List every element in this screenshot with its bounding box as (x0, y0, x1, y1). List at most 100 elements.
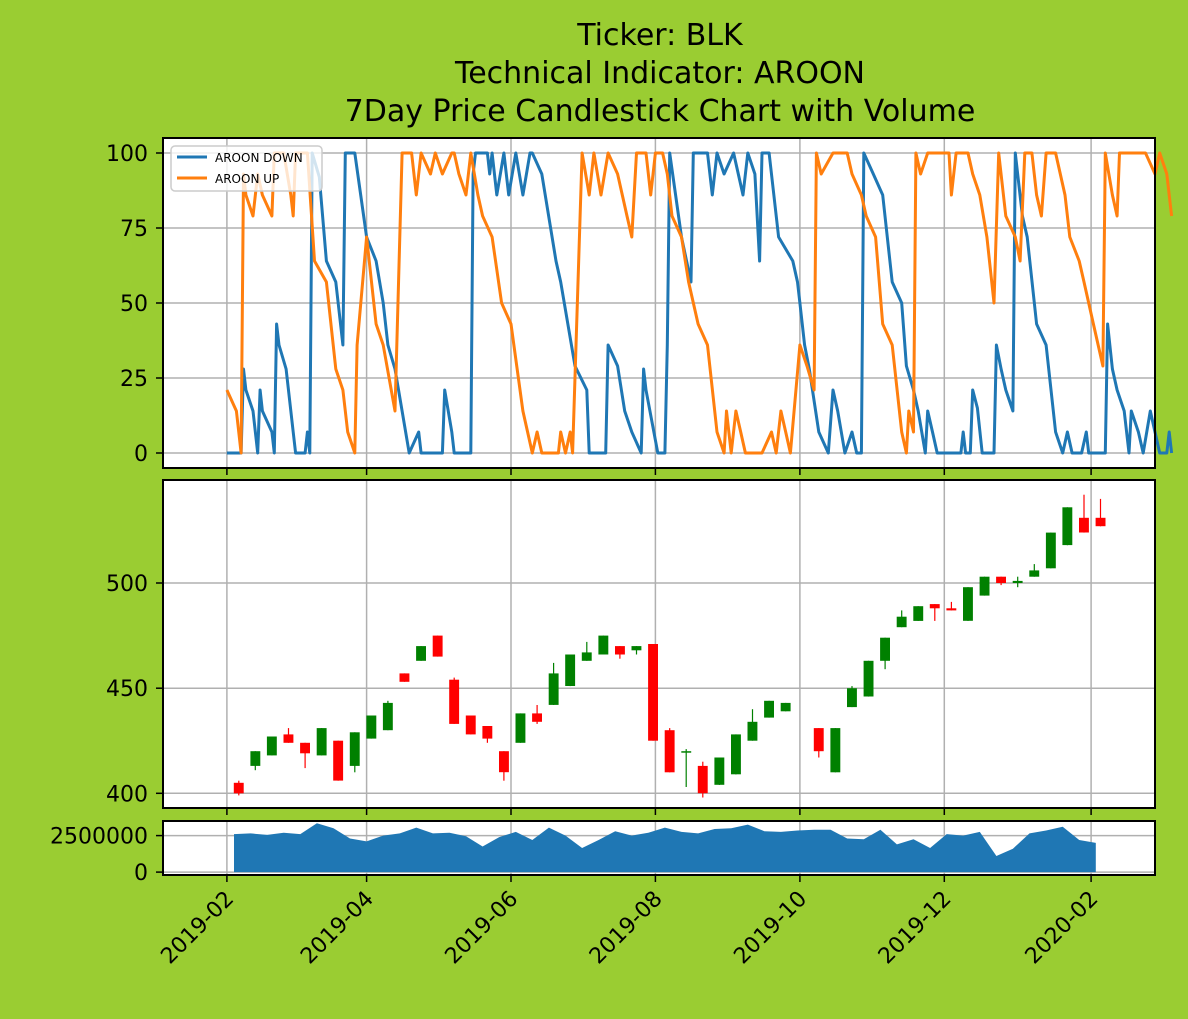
candlestick (449, 678, 459, 724)
candle-body (963, 587, 973, 621)
candlestick (267, 737, 277, 756)
candlestick (731, 734, 741, 774)
candlestick (864, 661, 874, 697)
aroon-panel: 0 25 50 75 100 AROON DOWN AROON UP (106, 138, 1172, 475)
candle-body (1013, 581, 1023, 583)
candle-body (350, 732, 360, 766)
candlestick (565, 655, 575, 687)
candlestick (1062, 507, 1072, 545)
y-tick-label: 2500000 (50, 825, 148, 850)
candle-body (466, 716, 476, 735)
price-plot-area (163, 480, 1155, 808)
candle-body (400, 673, 410, 681)
candle-body (996, 577, 1006, 583)
candle-body (731, 734, 741, 774)
candlestick (333, 741, 343, 781)
candle-body (930, 604, 940, 608)
y-tick-label: 25 (120, 367, 148, 392)
candlestick (913, 606, 923, 621)
candle-body (1096, 518, 1106, 526)
candlestick (433, 636, 443, 657)
title-line-1: Ticker: BLK (576, 18, 744, 53)
candlestick (366, 716, 376, 739)
candle-body (234, 783, 244, 794)
candle-body (632, 646, 642, 650)
candlestick (648, 644, 658, 741)
candle-body (284, 734, 294, 742)
candle-body (764, 701, 774, 718)
candlestick (764, 701, 774, 718)
candle-body (267, 737, 277, 756)
candlestick (830, 728, 840, 772)
candle-body (847, 688, 857, 707)
candlestick (781, 703, 791, 711)
candle-body (1079, 518, 1089, 533)
candle-body (1062, 507, 1072, 545)
candle-body (1029, 570, 1039, 576)
candle-body (648, 644, 658, 741)
candle-body (449, 680, 459, 724)
candle-body (913, 606, 923, 621)
y-tick-label: 400 (106, 782, 148, 807)
legend-label-aroon-up: AROON UP (215, 172, 279, 186)
candle-body (582, 652, 592, 660)
legend-label-aroon-down: AROON DOWN (215, 151, 303, 165)
candle-body (516, 713, 526, 742)
candlestick (963, 587, 973, 621)
y-tick-label: 100 (106, 142, 148, 167)
y-tick-label: 450 (106, 677, 148, 702)
candle-body (499, 751, 509, 772)
candlestick (698, 762, 708, 798)
candle-body (250, 751, 260, 766)
candle-body (880, 638, 890, 661)
y-tick-label: 0 (134, 442, 148, 467)
candle-body (383, 703, 393, 730)
candle-body (748, 722, 758, 741)
candle-body (565, 655, 575, 687)
candle-body (416, 646, 426, 661)
candlestick (516, 713, 526, 742)
aroon-legend: AROON DOWN AROON UP (171, 146, 322, 191)
candle-body (317, 728, 327, 755)
price-panel: 400 450 500 (106, 480, 1155, 815)
candle-body (814, 728, 824, 751)
candlestick (466, 716, 476, 735)
y-tick-label: 50 (120, 292, 148, 317)
candle-body (549, 673, 559, 705)
candlestick (714, 758, 724, 785)
candle-body (300, 743, 310, 754)
candlestick (383, 701, 393, 730)
candle-body (830, 728, 840, 772)
candle-body (433, 636, 443, 657)
y-tick-label: 0 (134, 861, 148, 886)
candle-body (366, 716, 376, 739)
title-line-2: Technical Indicator: AROON (454, 56, 865, 91)
y-tick-label: 75 (120, 217, 148, 242)
y-tick-label: 500 (106, 572, 148, 597)
candle-body (698, 766, 708, 793)
candle-body (598, 636, 608, 655)
candlestick (400, 673, 410, 681)
candlestick (416, 646, 426, 661)
candle-body (946, 608, 956, 610)
candle-body (781, 703, 791, 711)
title-line-3: 7Day Price Candlestick Chart with Volume (345, 94, 976, 129)
candle-body (482, 726, 492, 739)
candle-body (1046, 533, 1056, 569)
candlestick (665, 728, 675, 772)
candlestick (234, 781, 244, 796)
candlestick (980, 577, 990, 596)
candle-body (980, 577, 990, 596)
candle-body (665, 730, 675, 772)
candle-body (864, 661, 874, 697)
candlestick (1046, 533, 1056, 569)
candle-body (681, 751, 691, 753)
candlestick (598, 636, 608, 655)
candle-body (333, 741, 343, 781)
candle-body (615, 646, 625, 654)
candle-body (532, 713, 542, 721)
candle-body (714, 758, 724, 785)
candlestick (317, 728, 327, 755)
candle-body (897, 617, 907, 628)
